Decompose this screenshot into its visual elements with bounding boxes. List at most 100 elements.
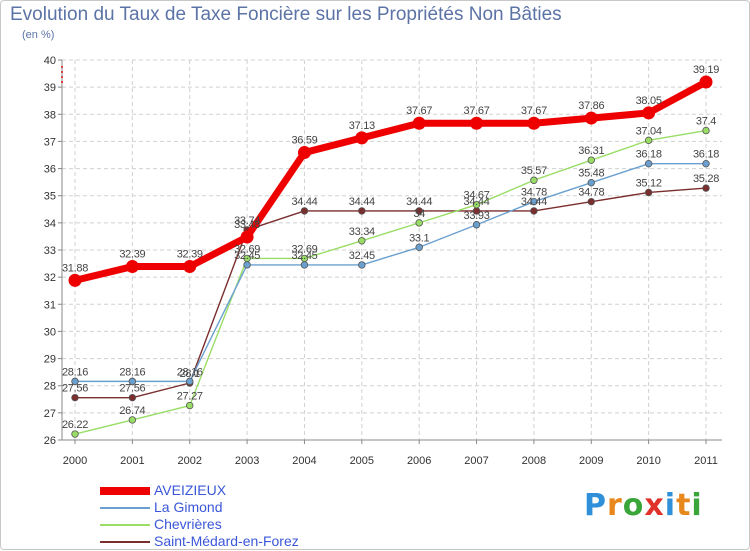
data-label: 37.86 [578, 100, 604, 112]
legend-label: Chevrières [154, 516, 222, 532]
y-tick-label: 31 [44, 299, 56, 311]
legend: AVEIZIEUX La Gimond Chevrières Saint-Médard… [100, 482, 360, 551]
data-point [68, 273, 82, 287]
logo-letter: i [664, 488, 677, 523]
y-tick-label: 34 [44, 218, 56, 230]
data-label: 28.16 [62, 366, 88, 378]
data-point [472, 221, 481, 229]
data-label: 34.44 [521, 196, 547, 208]
data-label: 27.27 [177, 391, 203, 403]
data-label: 35.48 [578, 168, 604, 180]
data-point [183, 260, 197, 274]
data-label: 34.44 [291, 196, 317, 208]
legend-swatch [100, 524, 150, 526]
data-point [355, 131, 369, 145]
series-layer [68, 75, 713, 438]
data-point [358, 261, 366, 269]
data-label: 32.39 [119, 249, 145, 261]
data-label: 32.45 [291, 250, 317, 262]
legend-item: AVEIZIEUX [100, 482, 360, 500]
data-label: 35.57 [521, 165, 547, 177]
data-point [71, 393, 79, 402]
data-label: 34 [413, 208, 425, 220]
data-point [415, 207, 423, 215]
data-label: 32.45 [234, 250, 260, 262]
data-label: 34.44 [464, 196, 490, 208]
data-point [642, 106, 656, 120]
x-tick-label: 2009 [579, 455, 603, 467]
data-point [243, 261, 251, 269]
legend-label: Saint-Médard-en-Forez [154, 533, 299, 549]
data-label: 37.13 [349, 120, 375, 132]
y-tick-label: 30 [44, 326, 56, 338]
data-label: 37.67 [464, 105, 490, 117]
data-label: 35.12 [636, 177, 662, 189]
series-line-2 [74, 129, 707, 435]
data-point [699, 75, 713, 89]
data-label: 26.22 [62, 419, 88, 431]
y-tick-label: 35 [44, 191, 56, 203]
x-tick-label: 2006 [407, 455, 431, 467]
data-label: 35.28 [693, 173, 719, 185]
legend-swatch [100, 487, 150, 495]
y-tick-label: 32 [44, 272, 56, 284]
data-point [587, 178, 595, 187]
x-tick-label: 2003 [235, 455, 259, 467]
data-label: 31.88 [62, 262, 88, 274]
data-label: 34.44 [349, 196, 375, 208]
data-label: 32.69 [291, 243, 317, 255]
x-tick-label: 2007 [464, 455, 488, 467]
legend-label: La Gimond [154, 499, 223, 515]
y-tick-label: 33 [44, 245, 56, 257]
data-point [71, 377, 79, 386]
data-point [186, 401, 194, 410]
data-point [644, 159, 653, 168]
data-point [644, 136, 653, 145]
data-label: 27.56 [119, 383, 145, 395]
data-point [300, 261, 309, 269]
data-point [527, 116, 541, 130]
legend-label: AVEIZIEUX [154, 482, 227, 498]
chart-title: Evolution du Taux de Taxe Foncière sur l… [10, 4, 562, 25]
series-line-1 [74, 162, 707, 383]
data-point [470, 116, 484, 130]
x-tick-label: 2004 [292, 455, 316, 467]
data-label: 28.16 [177, 366, 203, 378]
x-tick-label: 2010 [636, 455, 660, 467]
data-label: 32.45 [349, 250, 375, 262]
y-tick-label: 37 [44, 136, 56, 148]
logo-letter: P [584, 488, 607, 523]
data-point [587, 197, 595, 206]
data-label: 33.48 [234, 219, 260, 231]
data-label: 28.16 [119, 366, 145, 378]
data-point [702, 159, 710, 168]
data-label: 37.67 [406, 105, 432, 117]
data-label: 33.74 [234, 215, 260, 227]
x-tick-label: 2002 [177, 455, 201, 467]
data-label: 37.67 [521, 105, 547, 117]
data-label: 33.1 [409, 232, 429, 244]
y-tick-label: 38 [44, 109, 56, 121]
series-line-0 [71, 78, 710, 284]
data-point [644, 188, 653, 197]
data-point [71, 430, 79, 438]
data-point [358, 207, 366, 215]
data-label: 34.78 [521, 187, 547, 199]
logo-letter: i [691, 488, 703, 523]
data-point [128, 377, 137, 386]
data-label: 34.67 [464, 190, 490, 202]
data-point [702, 184, 710, 192]
x-tick-label: 2000 [63, 455, 87, 467]
y-tick-label: 28 [44, 381, 56, 393]
data-label: 36.31 [578, 145, 604, 157]
data-point [530, 207, 538, 215]
x-tick-label: 2011 [694, 455, 718, 467]
legend-swatch [100, 541, 150, 543]
data-label: 37.04 [636, 125, 662, 137]
data-point [530, 197, 538, 206]
data-label: 33.93 [464, 210, 490, 222]
data-label: 36.18 [693, 149, 719, 161]
data-point [584, 111, 598, 125]
